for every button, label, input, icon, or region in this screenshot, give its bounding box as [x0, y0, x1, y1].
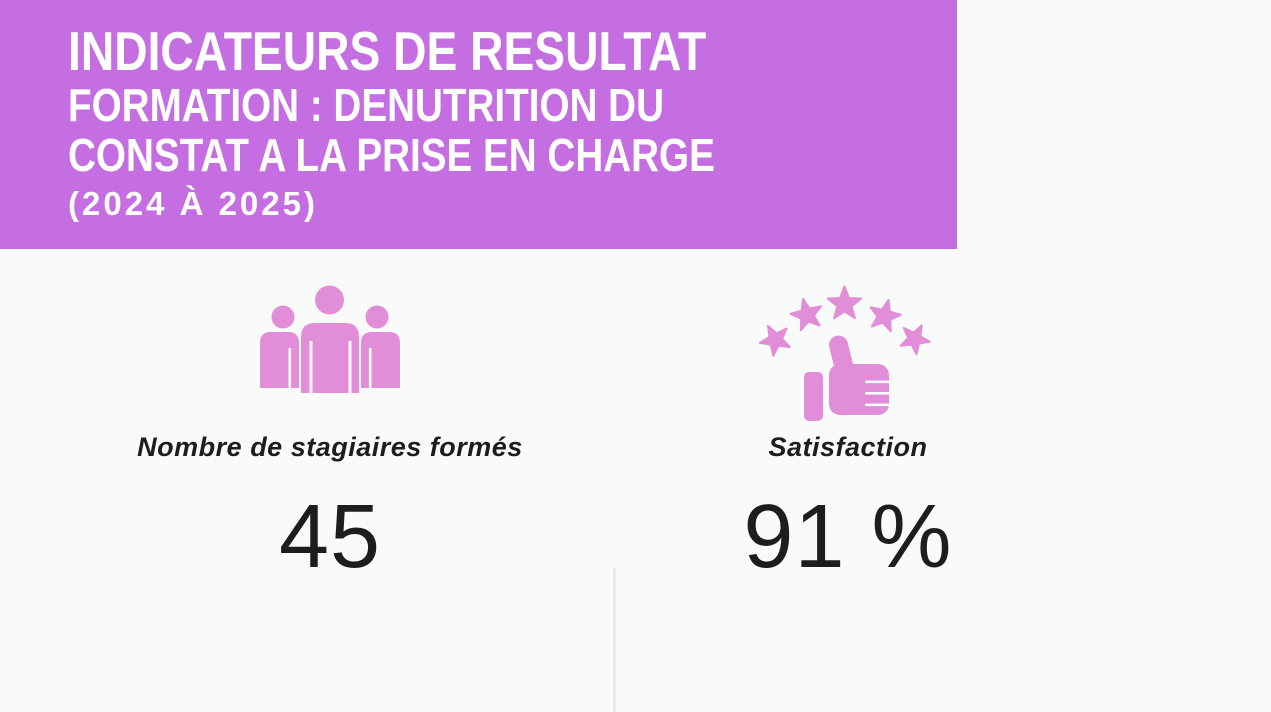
thumbs-up-five-stars-icon: [759, 285, 931, 421]
period-range: (2024 À 2025): [68, 185, 318, 222]
star-icon: [826, 285, 863, 320]
header-banner: INDICATEURS DE RESULTAT FORMATION : DENU…: [0, 0, 957, 249]
page-title: INDICATEURS DE RESULTAT: [68, 20, 707, 82]
stat-satisfaction: Satisfaction 91 %: [617, 285, 1079, 582]
stat-trainees-value: 45: [278, 487, 382, 587]
stat-trainees-icon-box: [260, 285, 400, 432]
stat-trainees: Nombre de stagiaires formés 45: [45, 285, 615, 582]
stat-satisfaction-label: Satisfaction: [768, 432, 928, 462]
star-icon: [869, 299, 902, 333]
vertical-divider: [613, 568, 616, 712]
thumbs-up-icon: [804, 335, 892, 421]
stat-satisfaction-icon-box: [759, 285, 937, 432]
group-people-icon: [260, 285, 400, 393]
page-subtitle-line-2: CONSTAT A LA PRISE EN CHARGE: [68, 129, 715, 181]
page-subtitle-line-1: FORMATION : DENUTRITION DU: [68, 79, 665, 131]
star-icon: [789, 298, 822, 332]
star-icon: [759, 324, 791, 357]
star-icon: [899, 324, 931, 356]
stat-satisfaction-value: 91 %: [743, 487, 953, 587]
stat-trainees-label: Nombre de stagiaires formés: [137, 432, 523, 462]
